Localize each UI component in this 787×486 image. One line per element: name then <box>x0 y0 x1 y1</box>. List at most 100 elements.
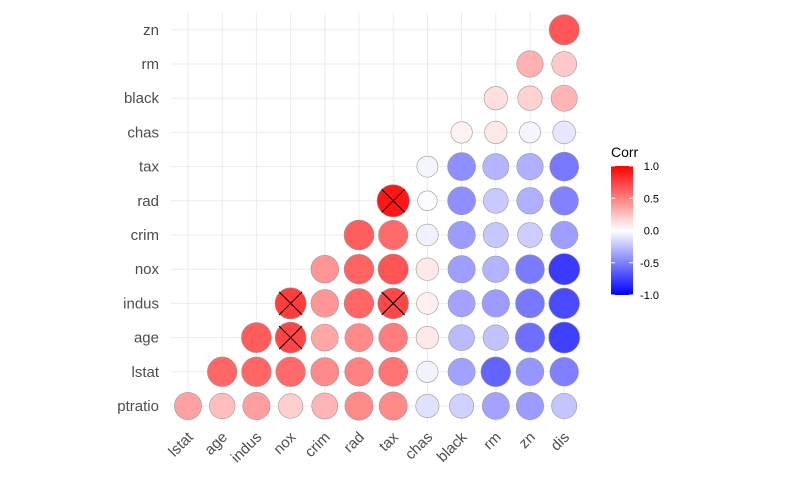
corr-cell <box>550 221 579 249</box>
corr-cell <box>550 84 578 112</box>
corr-cell <box>377 253 409 285</box>
x-tick-label: zn <box>516 429 539 452</box>
corr-cell <box>548 321 581 354</box>
x-tick-label: tax <box>376 428 403 455</box>
corr-cell <box>549 151 579 182</box>
y-tick-label: chas <box>127 124 159 141</box>
corr-cell <box>549 357 579 387</box>
y-tick-label: indus <box>123 295 159 312</box>
corr-cell <box>310 289 339 318</box>
corr-cell <box>548 253 581 286</box>
corr-cell <box>552 120 576 145</box>
insignificant-cross <box>381 291 406 316</box>
corr-cell <box>551 51 577 77</box>
corr-cell <box>450 121 473 144</box>
legend: Corr 1.0 0.5 0.0 -0.5 -1.0 <box>611 144 659 302</box>
corr-cell <box>417 190 438 211</box>
corr-cell <box>517 85 543 111</box>
grid-lines <box>170 12 582 424</box>
corr-cell <box>484 120 508 144</box>
corr-cell <box>343 288 375 319</box>
corr-cell <box>481 392 510 420</box>
corr-cell <box>241 322 272 353</box>
corr-cell <box>516 187 544 215</box>
legend-colorbar <box>611 166 633 295</box>
x-tick-label: rm <box>480 429 504 453</box>
x-tick-label: chas <box>402 429 436 463</box>
insignificant-cross <box>278 325 303 350</box>
insignificant-cross <box>278 291 303 316</box>
corr-cell <box>482 222 509 248</box>
y-tick-label: lstat <box>131 364 159 381</box>
corr-cell <box>277 393 304 419</box>
corr-cell <box>481 289 510 318</box>
corr-cell <box>209 392 236 420</box>
x-tick-label: indus <box>228 429 265 466</box>
corr-cell <box>378 322 408 353</box>
corr-cell <box>448 324 475 351</box>
corr-cell <box>515 357 545 386</box>
corr-cell <box>447 255 476 284</box>
corr-cell <box>344 357 374 387</box>
x-tick-label: crim <box>302 429 334 461</box>
corr-cell <box>516 50 544 78</box>
corr-cell <box>242 392 271 420</box>
corr-cell <box>483 188 509 214</box>
corr-cell <box>174 392 202 420</box>
y-tick-label: tax <box>139 159 160 176</box>
insignificant-cross <box>381 188 406 213</box>
corr-cell <box>548 287 580 320</box>
corr-cell <box>241 356 272 387</box>
corr-cell <box>378 219 409 251</box>
corr-cell <box>517 222 543 248</box>
corr-cell <box>275 356 306 387</box>
legend-tick-label: -0.5 <box>640 258 659 270</box>
corr-cell <box>310 357 340 387</box>
y-tick-label: ptratio <box>117 398 159 415</box>
corr-cell <box>310 255 339 284</box>
corr-cell <box>516 153 544 181</box>
y-tick-label: age <box>134 330 159 347</box>
corr-cell <box>344 391 374 421</box>
corr-cell <box>416 360 439 383</box>
corr-cell <box>447 186 476 216</box>
x-tick-label: rad <box>340 429 367 456</box>
corr-cell <box>519 121 541 144</box>
corr-cell <box>378 391 408 421</box>
corr-cell <box>311 392 339 420</box>
corr-cell <box>551 393 578 419</box>
corr-cell <box>447 152 476 181</box>
corr-cell <box>415 394 440 418</box>
x-tick-label: lstat <box>165 428 197 460</box>
corr-cell <box>343 254 375 285</box>
y-tick-label: nox <box>135 261 160 278</box>
y-tick-label: rad <box>137 193 159 210</box>
corr-cell <box>415 326 440 350</box>
correlation-cells <box>174 14 581 421</box>
legend-title: Corr <box>611 144 639 160</box>
corr-cell <box>482 255 510 283</box>
corr-cell <box>378 356 409 387</box>
corr-cell <box>416 155 439 178</box>
corr-cell <box>515 254 545 284</box>
legend-tick-label: 1.0 <box>644 161 659 173</box>
y-tick-label: rm <box>142 56 160 73</box>
corr-cell <box>416 223 439 247</box>
y-tick-label: zn <box>143 22 159 39</box>
corr-cell <box>482 324 509 351</box>
corr-cell <box>515 391 545 421</box>
legend-tick-label: 0.5 <box>644 193 659 205</box>
corr-cell <box>447 289 476 318</box>
corr-cell <box>344 323 374 353</box>
legend-tick-label: -1.0 <box>640 290 659 302</box>
corr-cell <box>311 323 339 352</box>
corr-cell <box>415 257 440 281</box>
y-tick-label: black <box>124 90 160 107</box>
y-tick-label: crim <box>131 227 159 244</box>
corr-cell <box>447 357 476 386</box>
corr-cell <box>548 14 580 46</box>
corr-cell <box>343 219 375 251</box>
corr-cell <box>207 356 238 387</box>
